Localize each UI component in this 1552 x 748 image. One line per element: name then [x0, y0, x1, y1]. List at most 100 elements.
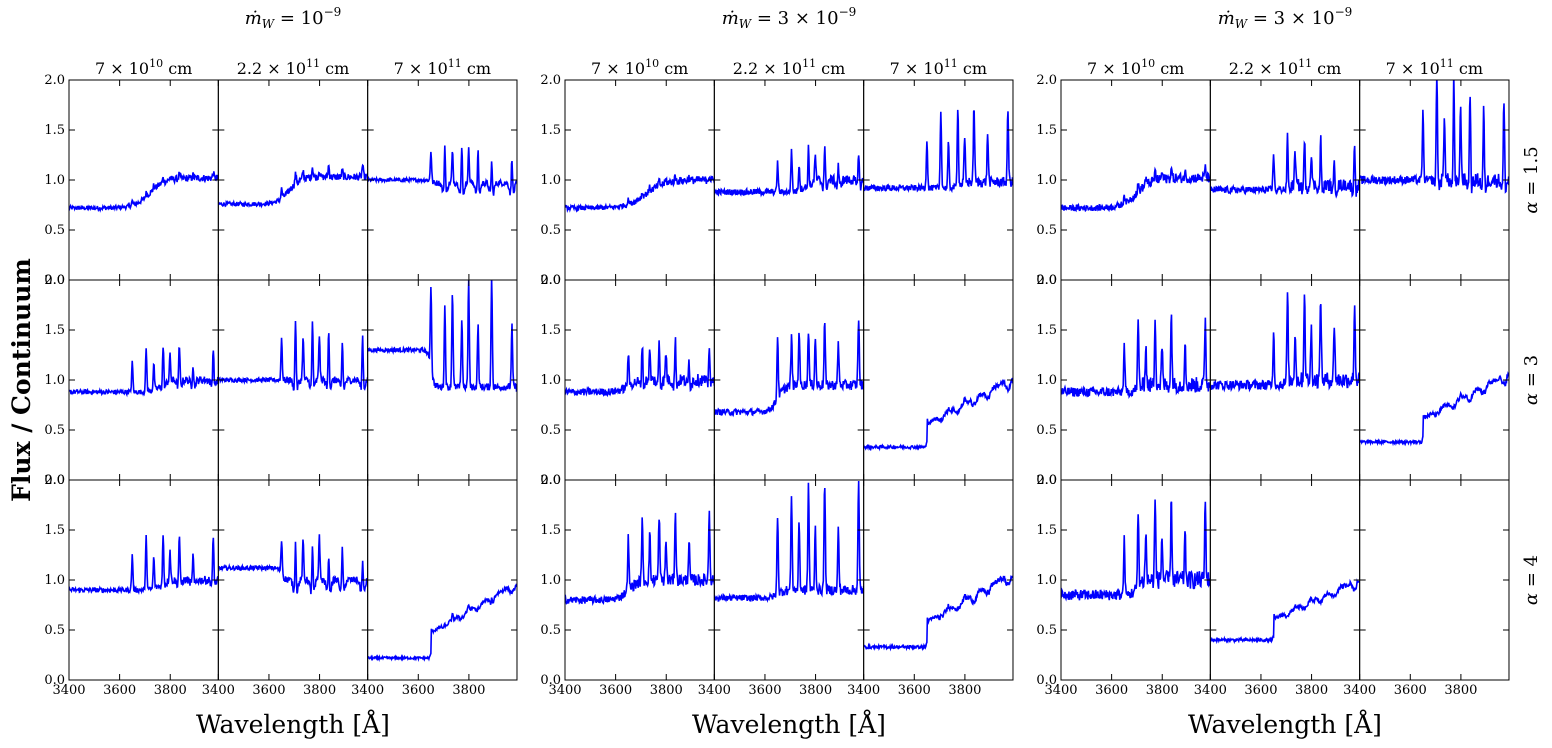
spectrum-line	[218, 163, 368, 209]
panel-frame	[367, 279, 518, 481]
column-title-exp: 10	[645, 57, 659, 70]
panel	[217, 79, 369, 281]
column-title: 7 × 1011 cm	[394, 57, 491, 78]
panel-frame	[1209, 79, 1361, 281]
column-title-exp: 11	[944, 57, 958, 70]
panel: 0.0 0.5 1.0 1.5 2.0	[1036, 73, 1211, 288]
x-tick-label: 3400	[1194, 683, 1227, 698]
x-tick-label: 3600	[599, 683, 632, 698]
row-label-symbol: α	[1521, 593, 1542, 605]
group-title-eq: = 10	[274, 8, 323, 29]
panel-frame	[1060, 279, 1211, 481]
panel: 0.0 0.5 1.0 1.5 2.0	[44, 273, 219, 488]
y-tick-label: 0.5	[540, 623, 561, 638]
y-tick-label: 0.0	[540, 673, 561, 688]
spectrum-line	[367, 280, 517, 393]
spectrum-line	[367, 583, 517, 663]
y-tick-label: 1.0	[540, 373, 561, 388]
x-axis-label: Wavelength [Å]	[692, 709, 886, 739]
x-tick-label: 3400	[548, 683, 581, 698]
spectrum-line	[1210, 132, 1360, 199]
y-tick-label: 1.5	[44, 523, 65, 538]
group-title-sub: W	[739, 17, 753, 31]
y-tick-label: 0.0	[1036, 273, 1057, 288]
panel-frame	[1359, 279, 1510, 481]
spectrum-line	[714, 144, 864, 198]
spectrum-line	[863, 575, 1013, 652]
spectrum-line	[367, 145, 517, 196]
x-tick-label: 3800	[303, 683, 336, 698]
x-tick-label: 3600	[1095, 683, 1128, 698]
panel-group: ṁW = 10−97 × 1010 cm 2.2 × 1011 cm 7 × 101…	[44, 5, 518, 698]
column-title-exp: 11	[448, 57, 462, 70]
group-title-sub: W	[1235, 17, 1249, 31]
spectrum-line	[1061, 164, 1211, 213]
x-tick-label: 3600	[1244, 683, 1277, 698]
column-title-exp: 10	[149, 57, 163, 70]
panel-frame	[713, 79, 865, 281]
panel-frame	[564, 279, 715, 481]
x-tick-label: 3400	[698, 683, 731, 698]
y-tick-label: 2.0	[44, 73, 65, 88]
column-title-unit: cm	[958, 59, 987, 78]
row-label: α = 1.5	[1521, 146, 1542, 213]
x-tick-label: 3800	[799, 683, 832, 698]
x-tick-label: 3600	[252, 683, 285, 698]
column-title-unit: cm	[1454, 59, 1483, 78]
panel: 3400 3600 3800	[847, 479, 1014, 698]
x-tick-label: 3400	[202, 683, 235, 698]
column-title: 2.2 × 1011 cm	[237, 57, 350, 78]
panel: 3400 3600 3800	[202, 479, 369, 698]
y-tick-label: 1.5	[540, 123, 561, 138]
x-axis-label: Wavelength [Å]	[196, 709, 390, 739]
y-tick-label: 1.5	[1036, 123, 1057, 138]
spectrum-line	[69, 534, 219, 596]
x-tick-label: 3600	[103, 683, 136, 698]
y-tick-label: 0.5	[44, 623, 65, 638]
column-title-unit: cm	[816, 59, 845, 78]
x-axis-labels: Wavelength [Å] Wavelength [Å] Wavelength […	[196, 709, 1382, 739]
group-title-sup: −9	[324, 5, 342, 19]
row-label: α = 3	[1521, 355, 1542, 405]
column-title: 7 × 1010 cm	[591, 57, 688, 78]
column-title: 7 × 1011 cm	[890, 57, 987, 78]
spectrum-line	[69, 347, 219, 398]
spectrum-line	[1061, 499, 1211, 602]
x-tick-label: 3400	[351, 683, 384, 698]
x-tick-label: 3800	[948, 683, 981, 698]
row-label-symbol: α	[1521, 202, 1542, 214]
row-label-value: = 4	[1521, 555, 1542, 593]
column-title-base: 7 × 10	[394, 59, 448, 78]
column-title: 7 × 1010 cm	[1087, 57, 1184, 78]
y-tick-label: 0.5	[44, 223, 65, 238]
y-tick-label: 1.0	[44, 573, 65, 588]
x-tick-label: 3600	[898, 683, 931, 698]
x-tick-label: 3800	[154, 683, 187, 698]
y-tick-label: 0.5	[540, 223, 561, 238]
panel-frame	[217, 79, 369, 281]
x-tick-label: 3800	[1444, 683, 1477, 698]
group-title-sup: −9	[1335, 5, 1353, 19]
group-title-main: ṁ	[722, 8, 739, 29]
column-title-base: 7 × 10	[1386, 59, 1440, 78]
column-title-base: 7 × 10	[95, 59, 149, 78]
y-tick-label: 1.5	[44, 323, 65, 338]
column-title: 2.2 × 1011 cm	[733, 57, 846, 78]
group-title-main: ṁ	[245, 8, 262, 29]
y-tick-label: 1.0	[540, 173, 561, 188]
column-title-base: 2.2 × 10	[733, 59, 802, 78]
group-title-eq: = 3 × 10	[1247, 8, 1334, 29]
y-tick-label: 2.0	[1036, 73, 1057, 88]
y-tick-label: 0.0	[540, 273, 561, 288]
spectrum-line	[218, 321, 368, 391]
panel: 3400 3600 3800	[351, 479, 518, 698]
column-title-base: 7 × 10	[591, 59, 645, 78]
y-tick-label: 1.5	[540, 523, 561, 538]
column-title: 7 × 1010 cm	[95, 57, 192, 78]
spectrum-line	[863, 109, 1013, 194]
y-tick-label: 0.0	[44, 273, 65, 288]
y-tick-label: 2.0	[540, 73, 561, 88]
y-tick-label: 2.0	[1036, 473, 1057, 488]
panel-frame	[367, 479, 518, 681]
